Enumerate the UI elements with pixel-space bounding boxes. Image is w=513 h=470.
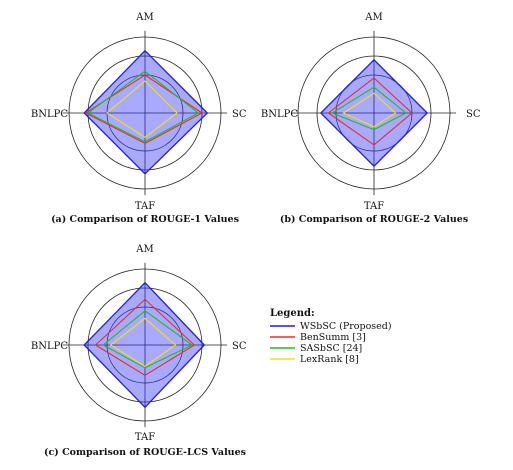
legend-label-wsbsc: WSbSC (Proposed): [300, 321, 392, 332]
axis-label-top: AM: [135, 244, 153, 255]
legend-label-bensumm: BenSumm [3]: [300, 332, 366, 343]
chart-caption: (c) Comparison of ROUGE-LCS Values: [44, 447, 246, 458]
series-lexrank-8: [109, 317, 177, 367]
legend: Legend: WSbSC (Proposed) BenSumm [3] SAS…: [270, 308, 392, 365]
series-sasbsc-24: [102, 310, 194, 369]
axis-label-left: BNLPC: [31, 109, 68, 120]
series-wsbsc-proposed: [83, 49, 209, 175]
series-sasbsc-24: [86, 70, 200, 143]
radar-grid: [62, 30, 228, 196]
radar-series-layer: [83, 281, 206, 409]
series-lexrank-8: [342, 92, 397, 128]
axis-label-top: AM: [135, 12, 153, 23]
axis-label-top: AM: [364, 12, 382, 23]
radar-chart-rouge1: AM SC TAF BNLPC (a) Comparison of ROUGE-…: [31, 12, 247, 225]
chart-caption: (a) Comparison of ROUGE-1 Values: [51, 214, 239, 225]
radar-series-layer: [319, 58, 429, 168]
series-lexrank-8: [106, 80, 178, 138]
axis-label-right: SC: [466, 109, 481, 120]
series-bensumm-3: [94, 298, 196, 377]
axis-label-left: BNLPC: [261, 109, 298, 120]
axis-label-right: SC: [232, 109, 247, 120]
radar-chart-rouge2: AM SC TAF BNLPC (b) Comparison of ROUGE-…: [261, 12, 481, 225]
axis-label-bottom: TAF: [364, 201, 384, 212]
radar-series-layer: [83, 49, 209, 175]
series-wsbsc-proposed: [319, 58, 429, 168]
axis-label-right: SC: [232, 341, 247, 352]
series-sasbsc-24: [330, 86, 407, 131]
legend-title: Legend:: [270, 308, 315, 319]
radar-chart-rougelcs: AM SC TAF BNLPC (c) Comparison of ROUGE-…: [31, 244, 247, 458]
axis-label-bottom: TAF: [135, 432, 155, 443]
radar-grid: [62, 262, 228, 428]
chart-caption: (b) Comparison of ROUGE-2 Values: [280, 214, 468, 225]
axis-label-bottom: TAF: [135, 201, 155, 212]
radar-grid: [291, 30, 457, 196]
legend-label-lexrank: LexRank [8]: [300, 354, 359, 365]
series-wsbsc-proposed: [83, 281, 206, 409]
series-bensumm-3: [327, 77, 413, 146]
legend-label-sasbsc: SASbSC [24]: [300, 343, 362, 354]
axis-label-left: BNLPC: [31, 341, 68, 352]
